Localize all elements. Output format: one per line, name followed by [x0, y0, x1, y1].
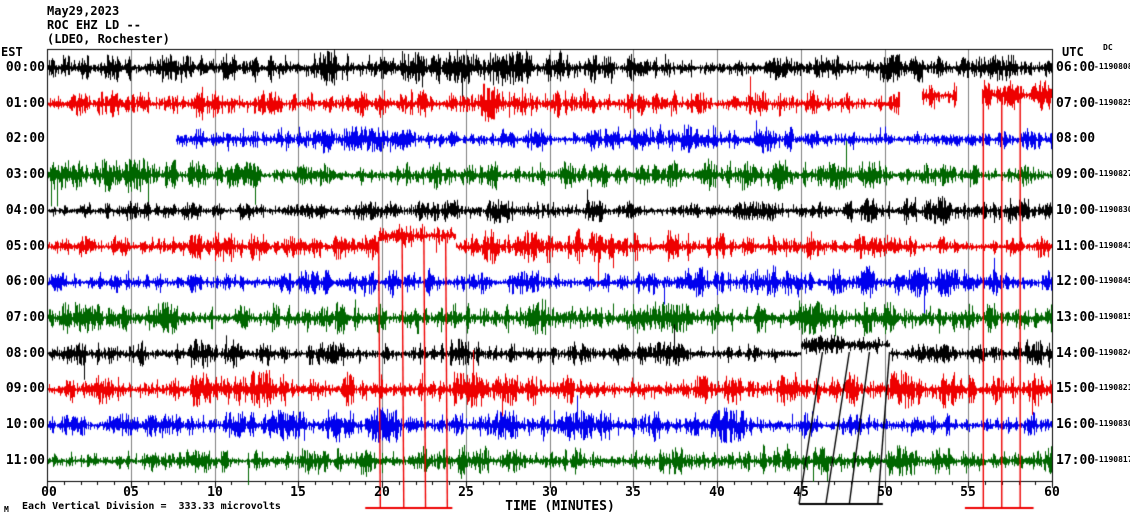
est-label-row11: 11:00: [5, 453, 45, 468]
dc-value-row6: -1190845: [1094, 276, 1130, 285]
corner-watermark: M: [4, 505, 9, 514]
est-label-row10: 10:00: [5, 417, 45, 432]
x-tick-30: 30: [542, 485, 558, 500]
station-site: (LDEO, Rochester): [47, 32, 170, 46]
dc-value-row11: -1190817: [1094, 455, 1130, 464]
est-label-row8: 08:00: [5, 346, 45, 361]
utc-label-row2: 08:00: [1056, 131, 1096, 146]
x-tick-50: 50: [877, 485, 893, 500]
utc-label-row1: 07:00: [1056, 96, 1096, 111]
x-tick-55: 55: [960, 485, 976, 500]
est-label-row9: 09:00: [5, 381, 45, 396]
x-tick-05: 05: [123, 485, 139, 500]
right-axis-header: UTC: [1062, 45, 1084, 59]
x-tick-60: 60: [1044, 485, 1060, 500]
utc-label-row4: 10:00: [1056, 203, 1096, 218]
x-axis-title: TIME (MINUTES): [505, 499, 615, 514]
utc-label-row7: 13:00: [1056, 310, 1096, 325]
est-label-row7: 07:00: [5, 310, 45, 325]
est-label-row4: 04:00: [5, 203, 45, 218]
utc-label-row6: 12:00: [1056, 274, 1096, 289]
est-label-row0: 00:00: [5, 60, 45, 75]
utc-label-row10: 16:00: [1056, 417, 1096, 432]
dc-value-row4: -1190830: [1094, 205, 1130, 214]
dc-value-row9: -1190821: [1094, 383, 1130, 392]
utc-label-row5: 11:00: [1056, 239, 1096, 254]
scale-note: Each Vertical Division = 333.33 microvol…: [22, 501, 281, 512]
plot-date: May29,2023: [47, 4, 120, 18]
utc-label-row9: 15:00: [1056, 381, 1096, 396]
dc-value-row0: -1190808: [1094, 62, 1130, 71]
utc-label-row11: 17:00: [1056, 453, 1096, 468]
x-tick-25: 25: [458, 485, 474, 500]
est-label-row6: 06:00: [5, 274, 45, 289]
x-tick-10: 10: [207, 485, 223, 500]
utc-label-row3: 09:00: [1056, 167, 1096, 182]
x-tick-45: 45: [793, 485, 809, 500]
utc-label-row8: 14:00: [1056, 346, 1096, 361]
dc-value-row10: -1190830: [1094, 419, 1130, 428]
dc-value-row1: -1190825: [1094, 98, 1130, 107]
est-label-row3: 03:00: [5, 167, 45, 182]
dc-value-row8: -1190824: [1094, 348, 1130, 357]
x-tick-40: 40: [709, 485, 725, 500]
est-label-row5: 05:00: [5, 239, 45, 254]
dc-value-row5: -1190841: [1094, 241, 1130, 250]
station-code: ROC EHZ LD --: [47, 18, 141, 32]
x-tick-20: 20: [374, 485, 390, 500]
x-tick-35: 35: [625, 485, 641, 500]
x-tick-15: 15: [290, 485, 306, 500]
dc-value-row7: -1190815: [1094, 312, 1130, 321]
x-tick-00: 00: [41, 485, 57, 500]
utc-label-row0: 06:00: [1056, 60, 1096, 75]
left-axis-header: EST: [1, 45, 23, 59]
est-label-row2: 02:00: [5, 131, 45, 146]
est-label-row1: 01:00: [5, 96, 45, 111]
dc-offset-header: DC: [1103, 43, 1113, 52]
dc-value-row3: -1190827: [1094, 169, 1130, 178]
